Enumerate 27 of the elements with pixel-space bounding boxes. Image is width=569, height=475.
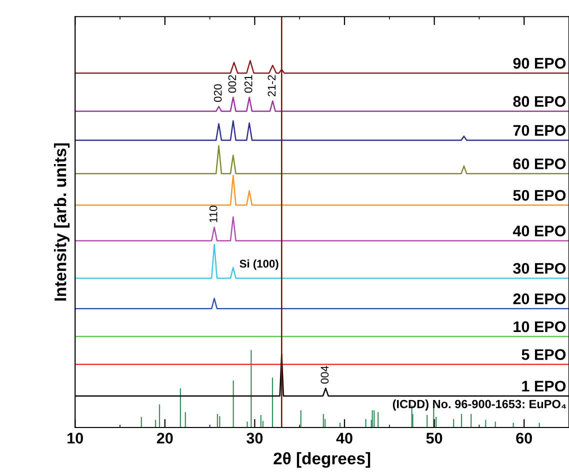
series-label: 1 EPO xyxy=(522,380,566,392)
y-axis-title: Intensity [arb. units] xyxy=(54,143,70,301)
annotation: 021 xyxy=(244,75,252,93)
annotation: 020 xyxy=(214,84,222,102)
x-tick-label: 40 xyxy=(336,432,352,444)
series-label: 20 EPO xyxy=(513,293,566,304)
annotation: 21-2 xyxy=(268,75,276,96)
series-label: 60 EPO xyxy=(513,158,566,170)
annotation: (ICDD) No. 96-900-1653: EuPO₄ xyxy=(392,400,566,411)
annotation: 110 xyxy=(209,206,218,222)
series-label: 90 EPO xyxy=(513,58,566,69)
annotation: 002 xyxy=(228,75,236,93)
x-tick-label: 60 xyxy=(516,432,532,444)
x-tick-label: 10 xyxy=(68,432,83,444)
series-label: 80 EPO xyxy=(513,96,566,107)
x-tick-label: 20 xyxy=(156,432,173,444)
series-label: 30 EPO xyxy=(513,262,566,274)
series-label: 40 EPO xyxy=(512,226,566,236)
series-label: 5 EPO xyxy=(522,349,566,360)
annotation: Si (100) xyxy=(240,260,278,270)
x-tick-label: 50 xyxy=(426,432,442,444)
x-tick-label: 30 xyxy=(246,432,263,444)
series-label: 50 EPO xyxy=(513,190,566,201)
series-label: 70 EPO xyxy=(513,125,566,136)
annotation: 004 xyxy=(320,366,329,384)
series-label: 10 EPO xyxy=(514,321,566,332)
x-axis-title: 2θ [degrees] xyxy=(274,452,370,468)
